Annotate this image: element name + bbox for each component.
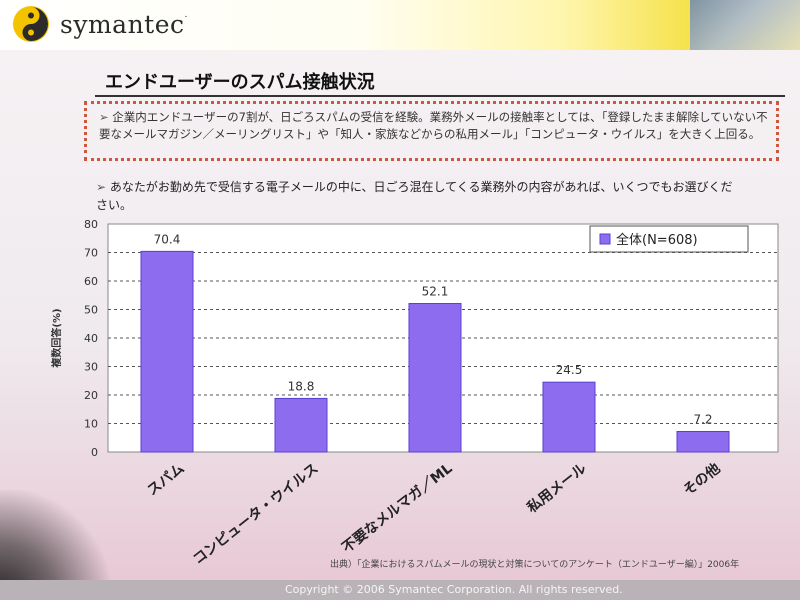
y-tick-label: 0 bbox=[91, 446, 98, 459]
survey-question: ➢ あなたがお勤め先で受信する電子メールの中に、日ごろ混在してくる業務外の内容が… bbox=[96, 180, 733, 212]
bar bbox=[542, 381, 596, 453]
y-tick-label: 10 bbox=[84, 418, 98, 431]
y-tick-label: 20 bbox=[84, 389, 98, 402]
bullet-arrow-icon: ➢ bbox=[96, 180, 110, 194]
header-decoration bbox=[690, 0, 800, 50]
bar-value-label: 70.4 bbox=[154, 232, 181, 246]
y-axis-label: 複数回答(%) bbox=[50, 308, 63, 368]
y-tick-label: 30 bbox=[84, 361, 98, 374]
footer: Copyright © 2006 Symantec Corporation. A… bbox=[0, 580, 800, 600]
brand-logo-text: symantec. bbox=[60, 10, 188, 39]
bar bbox=[408, 303, 462, 453]
y-tick-label: 40 bbox=[84, 332, 98, 345]
bar-value-label: 52.1 bbox=[422, 285, 449, 299]
bar-value-label: 18.8 bbox=[288, 379, 315, 393]
y-tick-label: 60 bbox=[84, 275, 98, 288]
source-note: 出典）「企業におけるスパムメールの現状と対策についてのアンケート（エンドユーザー… bbox=[330, 560, 740, 570]
x-category-label: 私用メール bbox=[524, 460, 590, 516]
bullet-arrow-icon: ➢ bbox=[99, 110, 113, 124]
bar bbox=[676, 430, 730, 453]
bar bbox=[274, 397, 328, 453]
x-category-label: 不要なメルマガ／ML bbox=[339, 460, 455, 556]
slide-title: エンドユーザーのスパム接触状況 bbox=[105, 72, 375, 93]
bar bbox=[140, 250, 194, 453]
summary-text: ➢ 企業内エンドユーザーの7割が、日ごろスパムの受信を経験。業務外メールの接触率… bbox=[99, 110, 768, 141]
summary-box: ➢ 企業内エンドユーザーの7割が、日ごろスパムの受信を経験。業務外メールの接触率… bbox=[84, 101, 779, 161]
x-category-label: スパム bbox=[145, 461, 188, 499]
copyright-text: Copyright © 2006 Symantec Corporation. A… bbox=[285, 583, 623, 596]
y-tick-label: 70 bbox=[84, 247, 98, 260]
legend-label: 全体(N=608) bbox=[616, 232, 698, 248]
slide-header: symantec. bbox=[0, 0, 800, 50]
bar-value-label: 7.2 bbox=[693, 412, 712, 426]
x-category-label: その他 bbox=[680, 460, 724, 499]
legend-box bbox=[589, 225, 749, 253]
y-tick-label: 50 bbox=[84, 304, 98, 317]
title-divider bbox=[95, 95, 785, 97]
bar-value-label: 24.5 bbox=[556, 363, 583, 377]
x-category-label: コンピュータ・ウイルス bbox=[190, 461, 321, 568]
legend-swatch bbox=[599, 233, 611, 245]
y-tick-label: 80 bbox=[84, 218, 98, 231]
symantec-logo-icon bbox=[13, 6, 49, 42]
